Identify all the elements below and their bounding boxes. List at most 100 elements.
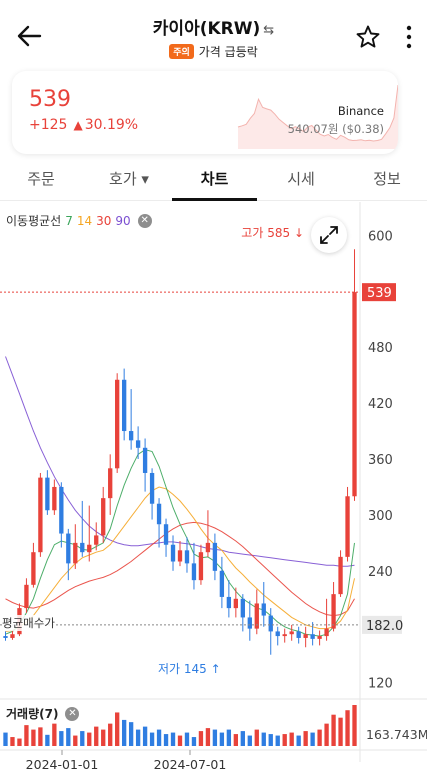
warning-text: 가격 급등락 [198,45,258,59]
price-summary-card[interactable]: 539 +125 ▲ 30.19% Binance 540.07원 ($0.38) [12,71,398,154]
volume-bar [142,726,148,746]
moving-average-legend[interactable]: 이동평균선 7 14 30 90 ✕ [6,212,152,229]
volume-bar [261,732,266,746]
star-favorite-icon[interactable] [355,24,381,50]
candle-body [87,544,92,553]
tab-market-price[interactable]: 시세 [287,170,315,188]
candle-body [31,552,36,585]
volume-bar [101,729,106,746]
ma7-label: 7 [65,213,73,228]
volume-bar [289,732,294,746]
close-icon[interactable]: ✕ [65,706,80,721]
warning-badge: 주의 [169,44,194,59]
change-amount: +125 [29,117,68,133]
candle-body [184,550,190,564]
expand-chart-button[interactable] [311,217,347,253]
volume-bar [66,728,71,746]
candlestick-chart[interactable]: 600 480 420 360 300 240 120 539 182.0 163.743M 202… [0,202,427,779]
more-options-icon[interactable] [399,22,419,52]
exchange-price: 540.07원 ($0.38) [287,122,384,136]
volume-bar [3,732,8,746]
candle-body [149,472,155,504]
volume-bar [205,728,211,746]
y-tick-label: 120 [368,677,393,692]
candle-body [108,468,113,499]
volume-bar [94,726,99,746]
volume-bar [121,719,127,746]
candle-body [289,631,294,635]
candle-body [45,477,50,511]
candle-body [282,634,287,637]
close-icon[interactable]: ✕ [137,213,152,228]
volume-bar [352,705,357,746]
volume-bar [212,729,218,746]
change-percent: 30.19% [84,117,139,133]
volume-bar [233,734,239,746]
low-price-text: 저가 145 [158,662,207,676]
candle-body [170,544,176,562]
candle-body [101,498,106,536]
candle-body [331,594,336,629]
candle-body [317,636,322,639]
ma7-line [5,449,355,637]
price-change: +125 ▲ 30.19% [29,117,138,133]
tab-order[interactable]: 주문 [27,170,55,188]
candle-body [163,524,169,545]
candle-body [10,634,15,638]
volume-bar [38,727,43,746]
candle-body [115,379,120,469]
volume-bar [303,731,308,746]
tab-chart[interactable]: 차트 [172,160,257,201]
up-arrow-icon: ↑ [210,662,221,676]
candle-body [212,542,218,571]
ma14-label: 14 [76,213,93,228]
volume-bar [115,712,120,746]
high-price-text: 고가 585 [241,226,291,240]
volume-bar [87,732,92,746]
volume-bar [45,734,50,746]
current-price-tag-text: 539 [367,286,392,301]
warning-row: 주의 가격 급등락 [0,43,427,60]
volume-bar [254,729,259,746]
up-arrow-icon: ▲ [73,118,83,132]
candle-body [219,570,225,597]
candle-body [275,631,280,637]
candle-body [59,486,64,534]
tab-orderbook[interactable]: 호가 ▾ [109,170,149,188]
volume-bar [324,723,329,746]
average-buy-price-label: 평균매수가 [2,615,55,631]
price-chart-area[interactable]: 600 480 420 360 300 240 120 539 182.0 163.743M 202… [0,202,427,779]
volume-bar [31,729,36,746]
volume-legend[interactable]: 거래량(7) ✕ [6,705,80,722]
y-tick-label: 480 [368,341,393,356]
candle-body [310,634,315,639]
y-tick-label: 240 [368,565,393,580]
candle-body [268,615,273,632]
tab-info[interactable]: 정보 [373,170,401,188]
candle-body [296,631,301,638]
candle-body [303,634,308,638]
high-price-label: 고가 585 ↓ [241,224,304,241]
candle-body [352,292,357,497]
volume-bar [219,732,225,746]
exchange-name: Binance [337,104,384,118]
volume-bar [345,710,350,746]
x-tick-label: 2024-01-01 [26,757,99,772]
candle-body [240,598,245,618]
candle-body [80,542,85,553]
volume-bar [80,731,85,746]
volume-bar [24,725,29,746]
volume-bar [177,735,183,746]
candle-body [247,617,252,629]
back-arrow-icon[interactable] [14,20,46,52]
volume-bar [275,735,280,746]
candle-body [254,603,259,629]
expand-icon [320,226,338,244]
candle-body [3,636,8,638]
volume-label: 거래량(7) [6,707,59,721]
average-buy-price-tag [362,615,402,634]
volume-value: 163.743M [366,727,427,742]
volume-bar [128,722,134,746]
swap-currency-icon[interactable]: ⇆ [263,23,275,38]
candle-body [128,431,134,441]
